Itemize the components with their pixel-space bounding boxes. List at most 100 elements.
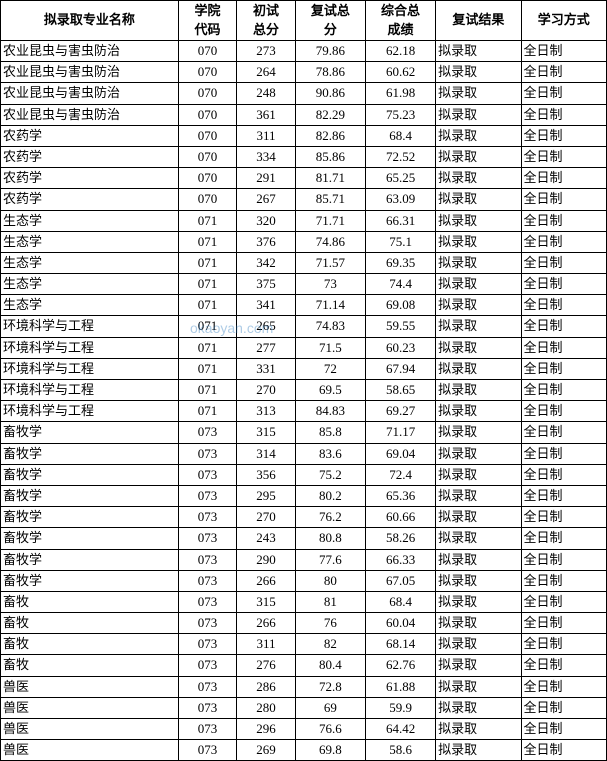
cell-total: 60.62 [365, 62, 435, 83]
cell-result: 拟录取 [436, 570, 521, 591]
cell-major: 环境科学与工程 [1, 337, 179, 358]
cell-prelim: 296 [237, 719, 295, 740]
cell-retest: 77.6 [295, 549, 365, 570]
cell-major: 畜牧学 [1, 485, 179, 506]
cell-prelim: 266 [237, 570, 295, 591]
table-row: 农药学07029181.7165.25拟录取全日制 [1, 168, 607, 189]
table-row: 农药学07031182.8668.4拟录取全日制 [1, 125, 607, 146]
cell-retest: 85.8 [295, 422, 365, 443]
cell-major: 生态学 [1, 252, 179, 273]
cell-prelim: 334 [237, 146, 295, 167]
cell-mode: 全日制 [521, 358, 606, 379]
cell-total: 61.98 [365, 83, 435, 104]
cell-result: 拟录取 [436, 549, 521, 570]
cell-mode: 全日制 [521, 719, 606, 740]
cell-code: 073 [178, 676, 236, 697]
cell-prelim: 280 [237, 697, 295, 718]
cell-major: 生态学 [1, 295, 179, 316]
cell-result: 拟录取 [436, 62, 521, 83]
cell-major: 畜牧 [1, 634, 179, 655]
table-row: 兽医07328672.861.88拟录取全日制 [1, 676, 607, 697]
table-row: 农药学07026785.7163.09拟录取全日制 [1, 189, 607, 210]
cell-mode: 全日制 [521, 41, 606, 62]
cell-retest: 80.4 [295, 655, 365, 676]
cell-prelim: 248 [237, 83, 295, 104]
cell-code: 071 [178, 358, 236, 379]
cell-result: 拟录取 [436, 337, 521, 358]
cell-prelim: 265 [237, 316, 295, 337]
cell-result: 拟录取 [436, 125, 521, 146]
cell-major: 生态学 [1, 274, 179, 295]
table-row: 农业昆虫与害虫防治07026478.8660.62拟录取全日制 [1, 62, 607, 83]
cell-code: 070 [178, 189, 236, 210]
table-row: 农业昆虫与害虫防治07027379.8662.18拟录取全日制 [1, 41, 607, 62]
cell-prelim: 273 [237, 41, 295, 62]
table-row: 畜牧学07335675.272.4拟录取全日制 [1, 464, 607, 485]
cell-code: 071 [178, 295, 236, 316]
cell-retest: 78.86 [295, 62, 365, 83]
table-row: 生态学07132071.7166.31拟录取全日制 [1, 210, 607, 231]
cell-mode: 全日制 [521, 613, 606, 634]
cell-result: 拟录取 [436, 528, 521, 549]
cell-mode: 全日制 [521, 295, 606, 316]
cell-result: 拟录取 [436, 41, 521, 62]
cell-total: 67.05 [365, 570, 435, 591]
cell-result: 拟录取 [436, 210, 521, 231]
cell-result: 拟录取 [436, 719, 521, 740]
cell-total: 72.4 [365, 464, 435, 485]
cell-code: 071 [178, 231, 236, 252]
cell-retest: 83.6 [295, 443, 365, 464]
cell-code: 071 [178, 401, 236, 422]
cell-retest: 72.8 [295, 676, 365, 697]
cell-code: 070 [178, 104, 236, 125]
table-row: 畜牧0732667660.04拟录取全日制 [1, 613, 607, 634]
header-row: 拟录取专业名称 学院代码 初试总分 复试总分 综合总成绩 复试结果 学习方式 [1, 1, 607, 41]
cell-prelim: 313 [237, 401, 295, 422]
cell-mode: 全日制 [521, 676, 606, 697]
cell-retest: 73 [295, 274, 365, 295]
cell-mode: 全日制 [521, 146, 606, 167]
cell-retest: 71.71 [295, 210, 365, 231]
cell-total: 66.33 [365, 549, 435, 570]
cell-retest: 85.71 [295, 189, 365, 210]
cell-prelim: 356 [237, 464, 295, 485]
table-row: 环境科学与工程0713317267.94拟录取全日制 [1, 358, 607, 379]
cell-result: 拟录取 [436, 443, 521, 464]
table-row: 生态学0713757374.4拟录取全日制 [1, 274, 607, 295]
cell-prelim: 315 [237, 422, 295, 443]
table-row: 畜牧学0732668067.05拟录取全日制 [1, 570, 607, 591]
cell-major: 畜牧 [1, 655, 179, 676]
table-row: 畜牧学07324380.858.26拟录取全日制 [1, 528, 607, 549]
cell-total: 58.6 [365, 740, 435, 761]
cell-prelim: 295 [237, 485, 295, 506]
cell-prelim: 311 [237, 634, 295, 655]
cell-prelim: 311 [237, 125, 295, 146]
cell-result: 拟录取 [436, 613, 521, 634]
table-row: 畜牧学07329580.265.36拟录取全日制 [1, 485, 607, 506]
cell-result: 拟录取 [436, 295, 521, 316]
table-body: 农业昆虫与害虫防治07027379.8662.18拟录取全日制农业昆虫与害虫防治… [1, 41, 607, 761]
cell-code: 073 [178, 485, 236, 506]
cell-total: 67.94 [365, 358, 435, 379]
cell-total: 68.14 [365, 634, 435, 655]
cell-result: 拟录取 [436, 697, 521, 718]
cell-prelim: 270 [237, 380, 295, 401]
cell-retest: 69 [295, 697, 365, 718]
header-retest: 复试总分 [295, 1, 365, 41]
cell-major: 畜牧 [1, 613, 179, 634]
table-row: 农业昆虫与害虫防治07024890.8661.98拟录取全日制 [1, 83, 607, 104]
cell-mode: 全日制 [521, 104, 606, 125]
table-row: 畜牧07327680.462.76拟录取全日制 [1, 655, 607, 676]
cell-total: 65.25 [365, 168, 435, 189]
table-row: 生态学07134171.1469.08拟录取全日制 [1, 295, 607, 316]
cell-retest: 82 [295, 634, 365, 655]
cell-code: 073 [178, 549, 236, 570]
cell-total: 62.76 [365, 655, 435, 676]
cell-total: 69.35 [365, 252, 435, 273]
table-row: 生态学07134271.5769.35拟录取全日制 [1, 252, 607, 273]
cell-retest: 74.86 [295, 231, 365, 252]
cell-major: 农业昆虫与害虫防治 [1, 62, 179, 83]
cell-retest: 71.5 [295, 337, 365, 358]
cell-total: 60.04 [365, 613, 435, 634]
cell-mode: 全日制 [521, 655, 606, 676]
